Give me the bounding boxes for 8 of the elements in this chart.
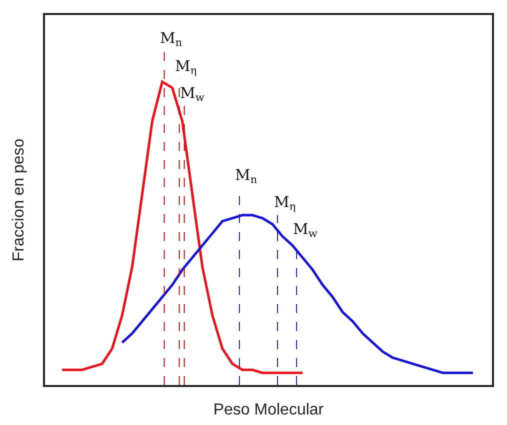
text: M$_{η}$ <box>175 57 197 78</box>
text: M$_{η}$ <box>274 193 296 214</box>
text: M$_{n}$ <box>235 166 258 186</box>
text: M$_{w}$ <box>293 220 318 240</box>
x-axis-title: Peso Molecular <box>213 401 324 418</box>
text: M$_{w}$ <box>180 84 204 104</box>
y-axis-title: Fraccion en peso <box>10 138 28 262</box>
text: M$_{n}$ <box>160 29 182 50</box>
